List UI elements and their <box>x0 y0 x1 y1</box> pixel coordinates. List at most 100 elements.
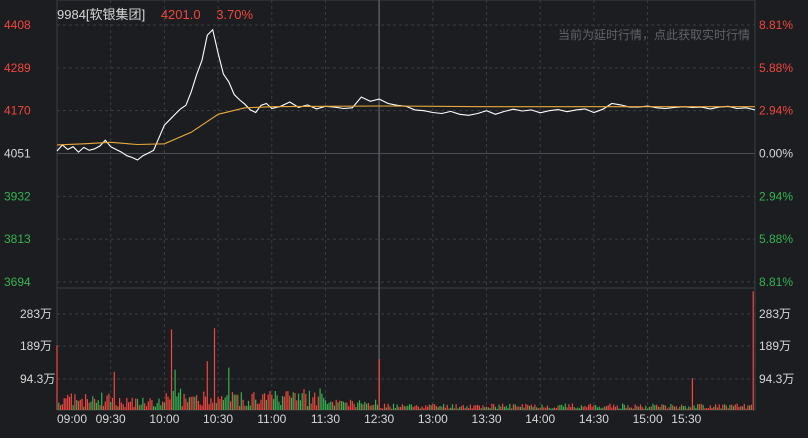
volume-bar <box>598 406 600 410</box>
x-tick: 14:00 <box>525 412 555 426</box>
volume-bar <box>614 406 616 410</box>
volume-bar <box>553 407 556 410</box>
volume-bar <box>648 406 650 410</box>
volume-bar <box>371 405 373 410</box>
volume-bar <box>604 406 606 410</box>
volume-bar <box>56 345 58 410</box>
volume-bar <box>677 408 679 410</box>
volume-bar <box>561 404 563 410</box>
volume-bar <box>423 408 425 410</box>
volume-bar <box>403 405 405 410</box>
volume-bar <box>516 406 518 410</box>
volume-bar <box>670 404 672 410</box>
volume-bar <box>310 403 312 410</box>
y-left-tick: 3813 <box>4 232 31 246</box>
volume-bar <box>328 402 330 410</box>
volume-bar <box>299 400 301 410</box>
volume-bar <box>151 400 153 410</box>
volume-bar <box>165 393 167 410</box>
volume-bar <box>500 406 502 410</box>
volume-bar <box>700 403 702 410</box>
volume-bar <box>196 395 198 410</box>
volume-bar <box>351 401 353 410</box>
volume-bar <box>519 406 522 410</box>
volume-bar <box>548 407 550 410</box>
volume-bar <box>210 398 212 410</box>
volume-bar <box>571 403 573 410</box>
volume-bar <box>586 407 588 410</box>
volume-tick-right: 283万 <box>759 307 791 321</box>
volume-bar <box>477 404 479 410</box>
volume-bar <box>179 388 182 410</box>
volume-bar <box>61 404 63 410</box>
volume-bar <box>425 405 427 410</box>
volume-bar <box>503 406 505 410</box>
volume-bar <box>149 398 151 410</box>
volume-bar <box>675 406 677 410</box>
volume-bar <box>419 408 421 410</box>
volume-bar <box>464 408 466 410</box>
volume-bar <box>156 403 158 410</box>
volume-bar <box>564 403 566 410</box>
volume-bar <box>511 408 513 410</box>
volume-bar <box>392 403 395 410</box>
volume-bar <box>60 405 62 410</box>
volume-bar <box>72 405 74 410</box>
volume-bar <box>285 391 287 410</box>
volume-bar <box>344 402 346 410</box>
volume-bar <box>722 404 724 410</box>
volume-bar <box>435 406 437 410</box>
y-left-tick: 3694 <box>4 275 31 289</box>
volume-bar <box>582 406 584 410</box>
volume-bar <box>446 404 448 410</box>
volume-bar <box>453 408 455 410</box>
volume-bar <box>543 407 545 410</box>
volume-bar <box>573 407 575 410</box>
volume-bar <box>119 398 121 410</box>
volume-bar <box>224 397 226 410</box>
volume-bar <box>373 404 375 410</box>
y-right-tick: 5.88% <box>759 232 793 246</box>
volume-bar <box>102 405 105 410</box>
volume-bar <box>339 400 341 410</box>
volume-bar <box>636 406 638 410</box>
volume-bar <box>387 403 389 410</box>
delayed-quote-notice[interactable]: 当前为延时行情，点此获取实时行情 <box>557 28 750 42</box>
volume-bar <box>750 404 752 410</box>
volume-bar <box>412 407 414 410</box>
volume-bar <box>734 404 736 410</box>
volume-bar <box>296 400 298 410</box>
volume-bar <box>169 399 171 410</box>
volume-bar <box>90 401 92 410</box>
volume-bar <box>605 406 608 410</box>
volume-bar <box>668 407 670 410</box>
volume-bar <box>85 394 87 410</box>
volume-bar <box>120 402 122 410</box>
volume-bar <box>661 404 663 410</box>
volume-bar <box>314 392 316 410</box>
volume-bar <box>593 405 595 410</box>
volume-bar <box>711 408 713 410</box>
volume-bar <box>473 405 475 410</box>
x-tick: 09:30 <box>96 412 126 426</box>
volume-bar <box>332 402 334 410</box>
volume-bar <box>400 406 402 410</box>
volume-bar <box>468 408 470 410</box>
volume-bar <box>706 408 708 410</box>
volume-bar <box>666 408 668 410</box>
volume-bar <box>704 408 706 410</box>
volume-bar <box>312 397 314 410</box>
volume-bar <box>276 395 278 410</box>
volume-bar <box>115 405 117 410</box>
volume-bar <box>333 405 335 410</box>
volume-bar <box>720 408 722 410</box>
volume-bar <box>439 406 441 410</box>
volume-bar <box>233 394 235 410</box>
volume-bar <box>136 398 139 410</box>
volume-bar <box>518 406 520 410</box>
volume-bar <box>613 404 615 410</box>
volume-bar <box>163 402 165 410</box>
volume-bar <box>625 407 627 410</box>
